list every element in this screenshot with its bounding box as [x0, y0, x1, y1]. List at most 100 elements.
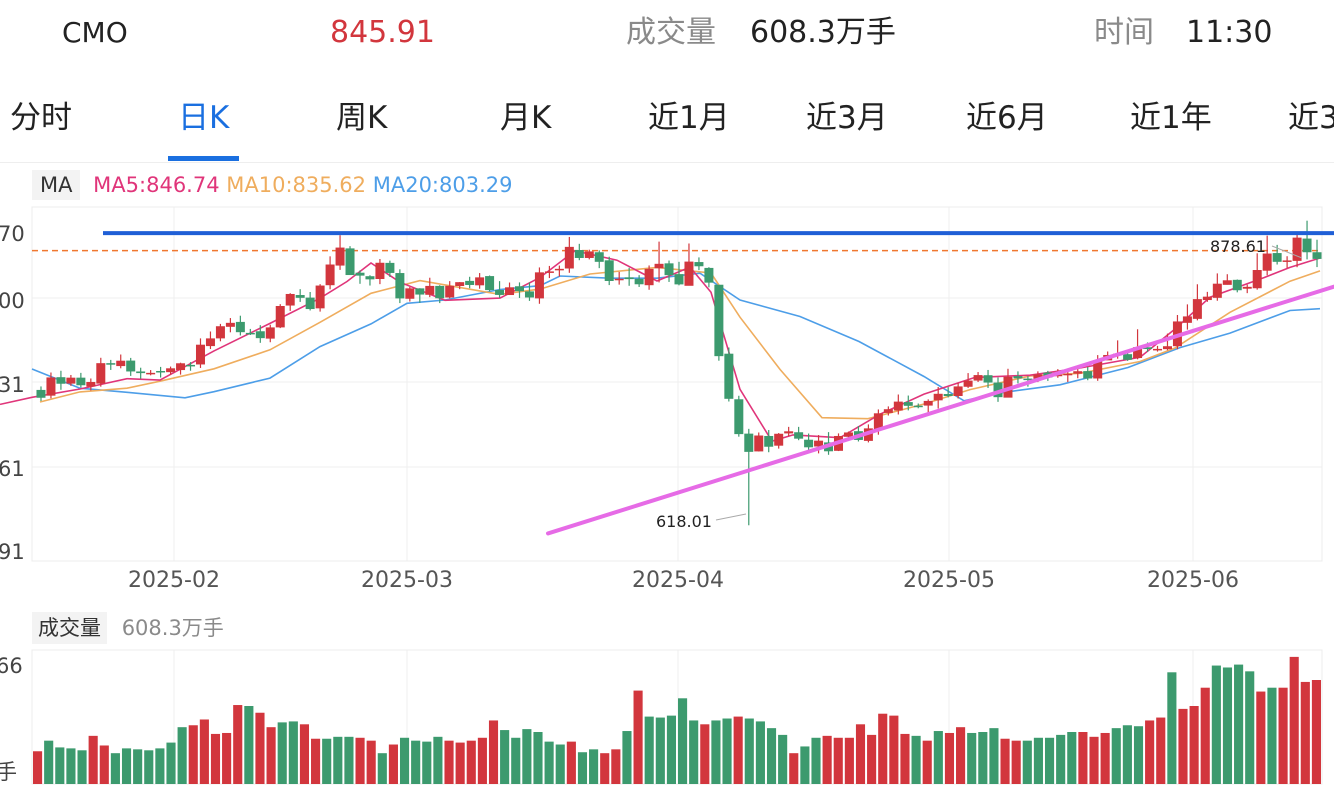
candle-body — [1033, 374, 1043, 379]
date-tick-label: 2025-02 — [128, 568, 220, 593]
volume-legend-tag[interactable]: 成交量 — [32, 612, 107, 644]
candle-body — [1252, 270, 1262, 289]
volume-bar — [344, 736, 354, 784]
candle-body — [385, 262, 395, 273]
candle-body — [186, 364, 196, 367]
candle — [186, 362, 196, 371]
candle — [495, 281, 505, 298]
candle-body — [245, 332, 255, 335]
volume-bar — [455, 742, 465, 784]
active-tab-indicator — [168, 156, 239, 161]
candle — [903, 395, 913, 411]
volume-bar — [177, 727, 187, 784]
tab-3-years[interactable]: 近3 — [1288, 100, 1334, 136]
candle-body — [1133, 347, 1143, 359]
candle — [584, 249, 594, 260]
volume-bar — [855, 724, 866, 784]
candle-body — [1073, 371, 1083, 374]
candle-body — [1312, 252, 1322, 259]
volume-bar — [133, 749, 143, 784]
candle-body — [235, 321, 245, 333]
candle — [136, 367, 146, 379]
candle-body — [495, 289, 505, 295]
candle-body — [873, 413, 883, 430]
candle — [983, 369, 993, 388]
volume-bar — [577, 752, 588, 784]
volume-bar — [255, 712, 265, 784]
volume-value: 608.3万手 — [750, 15, 896, 50]
volume-bar — [933, 731, 943, 784]
volume-bar — [311, 738, 321, 784]
candle — [126, 357, 136, 376]
volume-bar — [1234, 664, 1244, 784]
candle — [784, 426, 794, 437]
candle-body — [255, 331, 265, 339]
candle-body — [1242, 286, 1252, 289]
candle-body — [166, 368, 176, 373]
volume-bar — [867, 734, 877, 784]
candle — [1162, 333, 1172, 351]
candle-body — [1192, 299, 1202, 319]
chart-frame — [31, 206, 1323, 562]
candle-body — [744, 433, 754, 452]
tab-daily-k[interactable]: 日K — [178, 100, 230, 136]
candle-body — [933, 393, 943, 401]
ma-legend-tag[interactable]: MA — [32, 170, 81, 200]
volume-axis-labels: 66 手 — [0, 654, 23, 784]
volume-bar — [77, 750, 87, 784]
candle-body — [415, 288, 425, 295]
tab-intraday[interactable]: 分时 — [10, 100, 72, 136]
date-axis-labels: 2025-02 2025-03 2025-04 2025-05 2025-06 — [128, 568, 1239, 593]
volume-bar — [444, 740, 454, 784]
price-tick-label: 31 — [0, 373, 25, 397]
volume-bar — [889, 715, 899, 784]
candle-body — [96, 363, 106, 384]
candle-body — [774, 433, 784, 446]
volume-bar — [689, 720, 699, 784]
candle — [395, 269, 405, 304]
candle — [166, 366, 176, 375]
candle — [405, 286, 415, 302]
candle-body — [116, 360, 126, 367]
volume-bar — [944, 732, 955, 784]
candle-body — [594, 252, 604, 262]
candle-body — [734, 399, 744, 435]
candle-body — [923, 400, 933, 406]
volume-bar — [433, 736, 443, 784]
candle-body — [205, 338, 215, 347]
volume-bar — [1067, 732, 1077, 784]
ma20-legend-value: MA20:803.29 — [372, 173, 513, 197]
candle — [385, 260, 395, 278]
candle — [794, 426, 804, 441]
candle — [973, 372, 983, 382]
volume-bar — [277, 722, 287, 784]
candle — [594, 250, 604, 269]
candle-body — [1262, 253, 1272, 271]
chart-grid — [31, 206, 1323, 562]
candle — [435, 285, 445, 304]
candle-body — [76, 377, 86, 386]
volume-bar — [1000, 738, 1010, 784]
candle — [415, 288, 425, 303]
tab-6-months[interactable]: 近6月 — [966, 100, 1048, 136]
volume-bar — [900, 733, 910, 784]
tab-1-year[interactable]: 近1年 — [1130, 100, 1212, 136]
tab-3-months[interactable]: 近3月 — [806, 100, 888, 136]
volume-bar — [1200, 687, 1210, 784]
candle-body — [624, 277, 634, 280]
tab-1-month[interactable]: 近1月 — [648, 100, 730, 136]
candle — [315, 284, 325, 312]
candle-body — [754, 435, 764, 452]
candle — [714, 284, 724, 361]
period-tabs: 分时 日K 周K 月K 近1月 近3月 近6月 近1年 近3 — [0, 72, 1334, 163]
volume-bar — [878, 713, 888, 784]
candle — [345, 246, 355, 276]
candle — [1192, 284, 1202, 321]
candle-body — [784, 431, 794, 434]
candle — [664, 260, 674, 282]
candle-body — [764, 435, 774, 447]
candle-body — [355, 272, 365, 276]
tab-monthly-k[interactable]: 月K — [500, 100, 552, 136]
tab-weekly-k[interactable]: 周K — [336, 100, 388, 136]
